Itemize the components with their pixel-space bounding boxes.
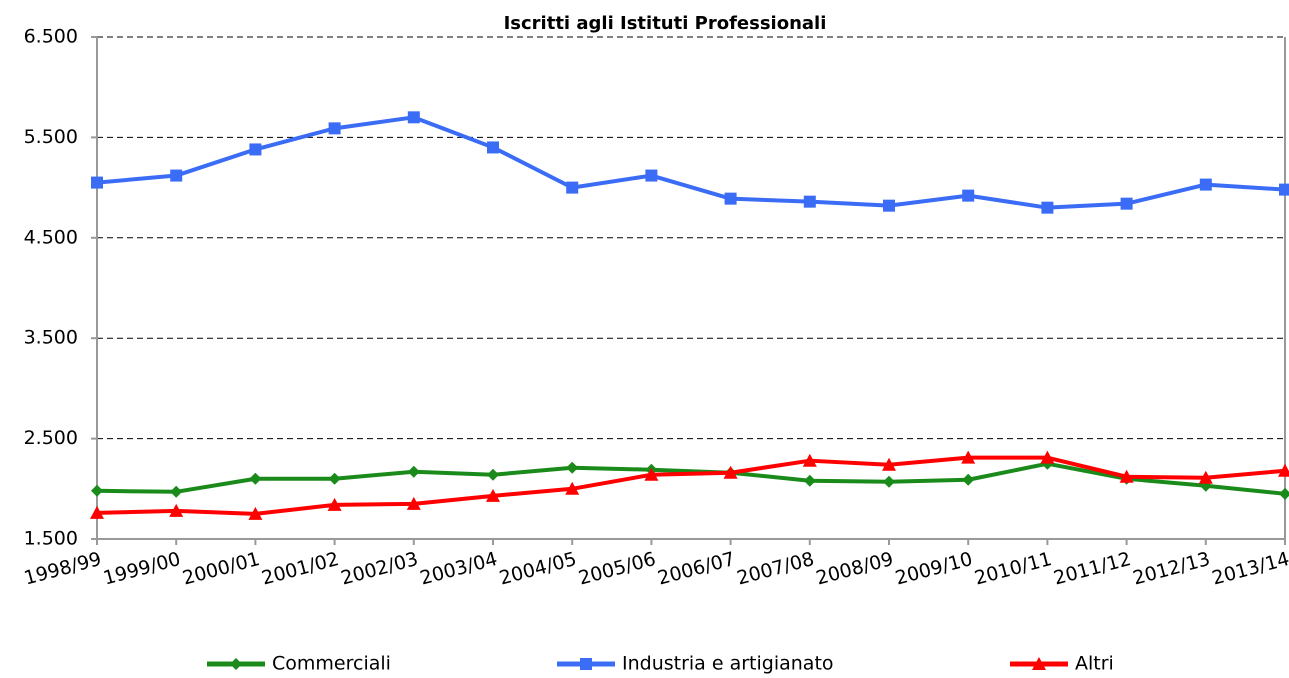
marker xyxy=(249,143,262,156)
marker xyxy=(803,474,816,487)
marker xyxy=(487,468,499,481)
x-tick-label: 1999/00 xyxy=(101,548,183,590)
marker xyxy=(328,472,341,485)
x-tick-label: 2010/11 xyxy=(972,548,1054,590)
x-tick-label: 2002/03 xyxy=(339,548,421,590)
marker xyxy=(1040,450,1055,464)
marker xyxy=(1279,487,1289,500)
marker xyxy=(249,472,262,485)
y-tick-label: 4.500 xyxy=(24,226,78,248)
series-line xyxy=(96,455,1286,516)
marker xyxy=(248,506,263,520)
marker xyxy=(1199,178,1212,191)
y-tick-label: 5.500 xyxy=(24,126,78,148)
legend-label: Industria e artigianato xyxy=(622,653,834,675)
marker xyxy=(962,189,975,202)
chart-title: Iscritti agli Istituti Professionali xyxy=(504,13,827,34)
marker xyxy=(882,457,896,471)
series-line xyxy=(96,461,1286,496)
marker xyxy=(566,181,579,194)
marker xyxy=(962,473,975,486)
marker xyxy=(487,141,499,154)
x-tick-label: 2004/05 xyxy=(497,548,579,590)
marker xyxy=(90,505,104,519)
marker xyxy=(883,475,895,488)
marker xyxy=(327,497,342,511)
marker xyxy=(565,481,580,495)
x-tick-label: 2008/09 xyxy=(814,548,896,590)
x-tick-label: 2007/08 xyxy=(735,548,817,590)
marker xyxy=(91,176,103,189)
marker xyxy=(91,484,103,497)
x-tick-label: 2003/04 xyxy=(418,548,500,590)
x-tick-label: 2013/14 xyxy=(1210,548,1289,590)
marker xyxy=(1279,183,1289,196)
x-tick-label: 2009/10 xyxy=(893,548,975,590)
x-tick-label: 2005/06 xyxy=(576,548,658,590)
y-tick-label: 2.500 xyxy=(24,427,78,449)
x-tick-label: 2012/13 xyxy=(1131,548,1213,590)
marker xyxy=(645,169,658,182)
marker xyxy=(407,111,420,124)
marker xyxy=(566,461,579,474)
marker xyxy=(169,503,184,517)
x-tick-label: 1998/99 xyxy=(22,548,104,590)
x-tick-label: 2000/01 xyxy=(180,548,262,590)
legend-label: Altri xyxy=(1075,653,1114,675)
marker xyxy=(407,465,420,478)
marker xyxy=(1032,657,1046,670)
marker xyxy=(170,169,183,182)
marker xyxy=(1119,469,1134,483)
marker xyxy=(328,122,341,135)
marker xyxy=(230,658,242,670)
x-tick-label: 2011/12 xyxy=(1051,548,1133,590)
marker xyxy=(961,450,976,464)
marker xyxy=(406,496,421,510)
x-tick-label: 2001/02 xyxy=(259,548,341,590)
marker xyxy=(723,465,738,479)
marker xyxy=(803,195,816,208)
marker xyxy=(1041,201,1054,214)
y-tick-label: 3.500 xyxy=(24,327,78,349)
y-tick-label: 1.500 xyxy=(24,528,78,550)
series-line xyxy=(96,115,1286,210)
marker xyxy=(486,488,500,502)
y-tick-label: 6.500 xyxy=(24,26,78,48)
marker xyxy=(644,467,659,481)
legend-label: Commerciali xyxy=(272,653,391,675)
x-tick-label: 2006/07 xyxy=(655,548,737,590)
marker xyxy=(1120,197,1133,210)
marker xyxy=(580,658,592,670)
marker xyxy=(1278,463,1289,477)
marker xyxy=(170,485,183,498)
marker xyxy=(1198,470,1213,484)
marker xyxy=(802,453,817,467)
marker xyxy=(724,192,737,205)
marker xyxy=(883,199,895,212)
